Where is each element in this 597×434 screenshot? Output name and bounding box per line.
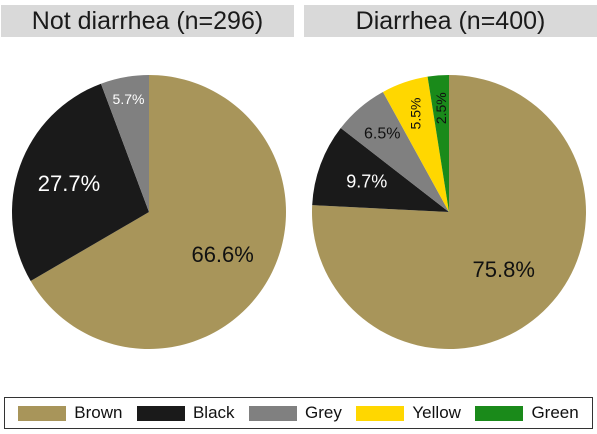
legend-item-green: Green — [475, 403, 579, 423]
pie2-label-brown: 75.8% — [473, 257, 535, 282]
pie1-label-grey: 5.7% — [113, 91, 145, 107]
panel-title-diarrhea: Diarrhea (n=400) — [304, 5, 597, 37]
legend-swatch-green — [475, 405, 524, 421]
legend-swatch-brown — [18, 405, 67, 421]
pie2-label-green: 2.5% — [433, 92, 449, 124]
legend-item-black: Black — [136, 403, 235, 423]
legend-label-green: Green — [531, 403, 579, 422]
pie2-slice-yellow — [382, 76, 449, 212]
legend-item-grey: Grey — [249, 403, 342, 423]
legend-label-yellow: Yellow — [412, 403, 461, 422]
legend-label-black: Black — [192, 403, 235, 422]
pie1-slice-brown — [30, 75, 287, 349]
legend-item-brown: Brown — [18, 403, 122, 423]
pie-charts: 66.6% 27.7% 5.7% 75.8% 9.7% 6.5% 5.5% 2.5% — [12, 75, 586, 350]
pie1-label-brown: 66.6% — [191, 242, 253, 267]
pie2-label-yellow: 5.5% — [407, 98, 423, 130]
pie2-label-grey: 6.5% — [364, 125, 400, 142]
legend-swatch-black — [136, 405, 185, 421]
legend-swatch-grey — [249, 405, 298, 421]
pie1-slice-black — [12, 83, 150, 281]
pie2-slice-black — [312, 128, 449, 212]
pie1-slice-grey — [100, 75, 149, 212]
legend-label-grey: Grey — [305, 403, 342, 422]
legend-item-yellow: Yellow — [356, 403, 461, 423]
pie2-slice-grey — [340, 91, 449, 212]
pie1-label-black: 27.7% — [38, 171, 100, 196]
legend: Brown Black Grey Yellow Green — [4, 397, 593, 429]
pie2-slice-brown — [312, 75, 586, 350]
pie2-label-black: 9.7% — [346, 172, 387, 192]
legend-label-brown: Brown — [74, 403, 123, 422]
legend-swatch-yellow — [356, 405, 405, 421]
pie2-slice-green — [427, 75, 449, 212]
panel-title-not-diarrhea: Not diarrhea (n=296) — [1, 5, 294, 37]
